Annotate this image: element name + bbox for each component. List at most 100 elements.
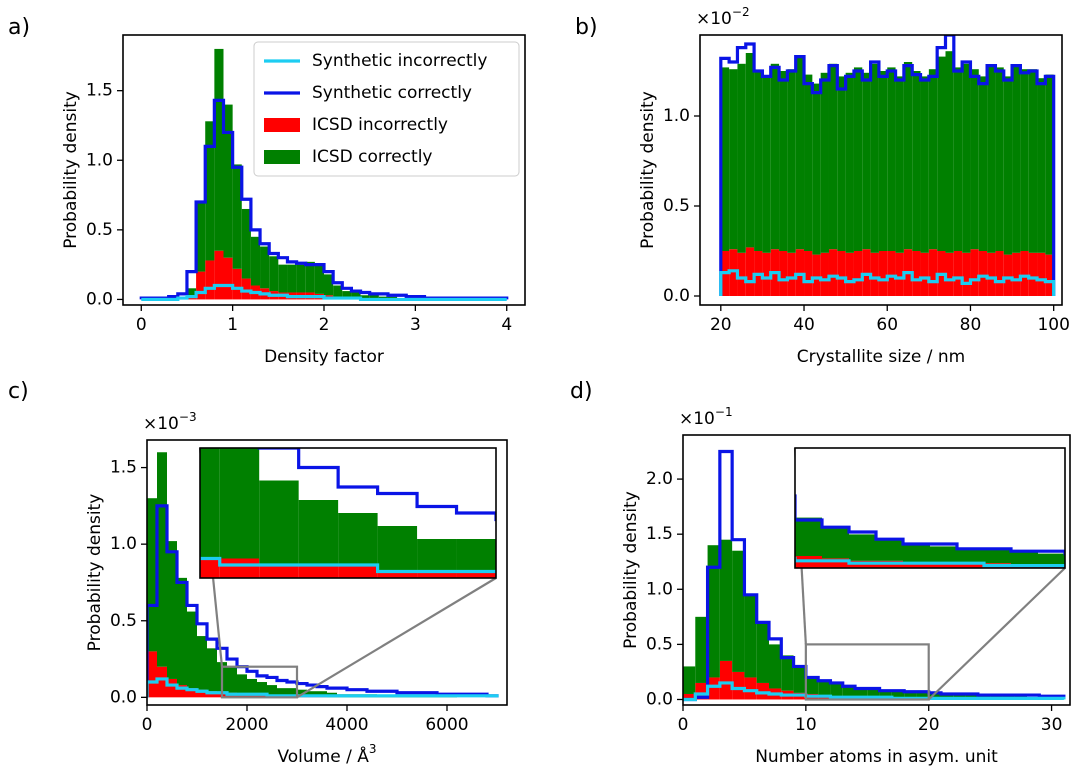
legend-label: ICSD correctly [312, 147, 432, 167]
bar [241, 278, 251, 300]
bar [769, 644, 782, 689]
offset-exponent: −1 [715, 405, 733, 419]
bar [552, 388, 579, 532]
bar [219, 558, 260, 578]
bar [862, 72, 871, 250]
bar [177, 577, 187, 686]
bar [744, 594, 757, 678]
bar [965, 693, 978, 699]
bar [535, 572, 574, 579]
bar [287, 688, 297, 696]
connector [927, 567, 1066, 701]
bar [930, 572, 969, 579]
bar [957, 548, 984, 564]
bar [945, 51, 954, 253]
bar [333, 285, 343, 297]
bar [812, 572, 851, 579]
y-axis-label: Probability density [621, 491, 641, 649]
zoom-box [220, 665, 299, 699]
panel: d) 0 10 20 30 0.0 0.5 1.0 1.5 2.0 Number atoms in … [552, 232, 1071, 767]
panel-label: a) [8, 15, 30, 40]
bar [200, 558, 220, 578]
panel: a) 0 1 2 3 4 0.0 0.5 1.0 1.5 Density factor Probabi… [8, 15, 526, 367]
x-tick-label: 0 [678, 715, 689, 735]
axes-frame [699, 34, 1063, 306]
bar [887, 67, 896, 252]
bar [876, 539, 903, 561]
bar [1038, 553, 1065, 566]
bar [187, 688, 197, 698]
zoom-box [804, 643, 930, 701]
bar [579, 232, 606, 520]
bar [232, 164, 242, 269]
bar [1009, 572, 1048, 579]
bar [916, 692, 929, 699]
bar [1012, 65, 1021, 253]
bar [1028, 252, 1038, 296]
step-line [719, 269, 1056, 296]
bar [683, 666, 696, 694]
x-tick-label: 80 [960, 315, 982, 335]
y-tick-label: 0.5 [646, 634, 673, 654]
bar [1020, 251, 1029, 296]
bar [891, 572, 930, 579]
x-tick-label: 2 [319, 315, 330, 335]
bar [377, 526, 418, 572]
step-line [683, 449, 1066, 702]
bar [683, 693, 696, 700]
bar [232, 268, 242, 300]
bar [812, 254, 821, 296]
bar [887, 251, 896, 296]
bar [978, 76, 988, 252]
bar [928, 69, 938, 250]
bar [207, 648, 217, 692]
step-line [795, 494, 1065, 556]
bar [575, 552, 614, 572]
bar [247, 678, 257, 695]
x-tick-label: 100 [1037, 315, 1069, 335]
bar [147, 498, 157, 652]
x-axis-label-superscript: 3 [369, 742, 377, 756]
bar [223, 257, 233, 300]
bar [822, 527, 849, 559]
bar [314, 263, 324, 294]
bar [417, 571, 457, 578]
x-tick-label: 1 [227, 315, 238, 335]
bar [941, 693, 954, 699]
bar [828, 63, 838, 250]
bar [259, 565, 299, 578]
bar [167, 541, 177, 679]
bar [737, 63, 746, 253]
bar [920, 76, 929, 253]
bar [957, 563, 984, 568]
x-tick-label: 60 [876, 315, 898, 335]
bar [707, 677, 720, 700]
bar [22, 71, 61, 526]
bar [741, 472, 768, 549]
bar [227, 666, 237, 693]
bar [186, 288, 197, 296]
bar [0, 0, 22, 500]
x-tick-label: 0 [142, 715, 153, 735]
bar [970, 249, 979, 296]
bar [1003, 76, 1013, 255]
axes-frame [682, 434, 1071, 706]
bar [62, 214, 101, 539]
bar [904, 691, 917, 699]
bar [417, 539, 457, 572]
bar [745, 247, 755, 296]
bar [990, 695, 1003, 699]
bar [22, 526, 61, 578]
bar [260, 246, 270, 289]
y-tick-label: 0.5 [86, 220, 113, 240]
bar [732, 671, 745, 700]
bar [745, 53, 755, 248]
bar [744, 677, 757, 700]
panel: b) 20 40 60 80 100 0.0 0.5 1.0 Crystallite size /… [575, 5, 1070, 368]
x-tick-label: 2000 [225, 715, 268, 735]
bar [338, 513, 378, 565]
legend-label: Synthetic correctly [312, 83, 472, 103]
bar [930, 563, 957, 568]
bar [0, 500, 22, 578]
step-line [683, 681, 1066, 702]
